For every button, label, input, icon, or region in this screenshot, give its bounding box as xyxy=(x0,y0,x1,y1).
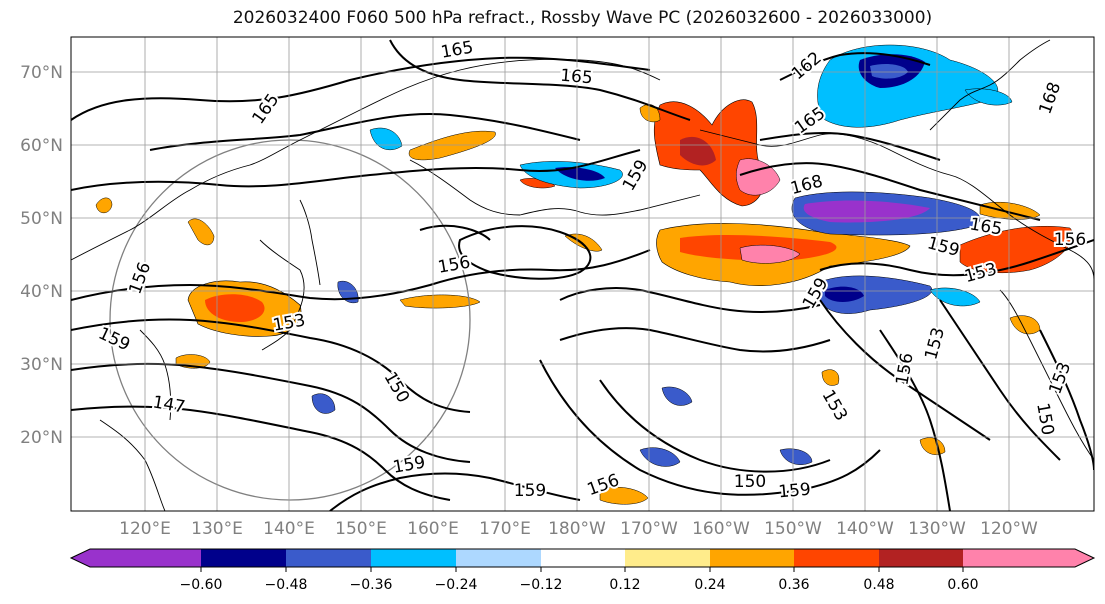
colorbar-extend-max xyxy=(963,549,1094,567)
map-panel: 1651651651651651651621621681681651651591… xyxy=(71,37,1094,511)
contour-label-halo: 159 xyxy=(778,480,812,503)
anomaly-fills xyxy=(95,44,1073,505)
latitude-label: 60°N xyxy=(20,136,63,156)
gridlines xyxy=(71,37,1094,511)
colorbar-tick-label: −0.60 xyxy=(180,577,223,593)
contour-label-halo: 165 xyxy=(559,66,593,89)
longitude-label: 130°E xyxy=(191,519,243,539)
longitude-label: 120°W xyxy=(980,519,1038,539)
latitude-label: 50°N xyxy=(20,209,63,229)
colorbar-segment xyxy=(794,549,879,567)
positive-anomaly-japan-core xyxy=(205,294,265,322)
latitude-label: 40°N xyxy=(20,282,63,302)
colorbar-segment xyxy=(541,549,625,567)
colorbar-tick-label: −0.24 xyxy=(435,577,478,593)
contour-label-halo: 165 xyxy=(439,37,474,62)
contour-label-halo: 156 xyxy=(436,252,471,277)
longitude-label: 130°W xyxy=(908,519,966,539)
colorbar-segment xyxy=(456,549,541,567)
contour-label: 159 xyxy=(514,481,546,501)
latitude-labels: 70°N 60°N 50°N 40°N 30°N 20°N xyxy=(20,63,63,448)
latitude-label: 30°N xyxy=(20,355,63,375)
longitude-label: 150°E xyxy=(335,519,387,539)
longitude-label: 140°W xyxy=(836,519,894,539)
contour-lines xyxy=(71,39,1094,511)
longitude-label: 170°W xyxy=(620,519,678,539)
contour-label: 156 xyxy=(1054,230,1086,250)
colorbar: −0.60 −0.48 −0.36 −0.24 −0.12 0.12 0.24 0.36 0.4… xyxy=(69,548,1096,593)
colorbar-segment xyxy=(286,549,371,567)
contour-label: 150 xyxy=(734,472,766,492)
longitude-label: 150°W xyxy=(764,519,822,539)
colorbar-tick-label: 0.60 xyxy=(947,577,978,593)
colorbar-segment xyxy=(371,549,456,567)
colorbar-outline xyxy=(69,548,1096,568)
contour-label: 165 xyxy=(559,66,593,89)
longitude-labels: 120°E 130°E 140°E 150°E 160°E 170°E 180°W 170°W… xyxy=(119,519,1038,539)
map-frame xyxy=(70,36,1095,512)
contour-label-halo: 150 xyxy=(734,472,766,492)
longitude-label: 160°E xyxy=(407,519,459,539)
longitude-label: 160°W xyxy=(692,519,750,539)
colorbar-tick-label: 0.36 xyxy=(778,577,809,593)
figure-title: 2026032400 F060 500 hPa refract., Rossby… xyxy=(232,8,933,28)
colorbar-segment xyxy=(710,549,794,567)
colorbar-tick-label: 0.12 xyxy=(609,577,640,593)
region-circle xyxy=(109,139,471,501)
longitude-label: 180°W xyxy=(548,519,606,539)
colorbar-tick-label: 0.48 xyxy=(863,577,894,593)
colorbar-segment xyxy=(879,549,963,567)
latitude-label: 20°N xyxy=(20,428,63,448)
longitude-label: 170°E xyxy=(479,519,531,539)
colorbar-tick-label: −0.36 xyxy=(350,577,393,593)
longitude-label: 140°E xyxy=(263,519,315,539)
colorbar-tick-label: 0.24 xyxy=(694,577,725,593)
colorbar-segment-min xyxy=(71,549,201,567)
colorbar-tick-label: −0.12 xyxy=(520,577,563,593)
contour-label-halo: 159 xyxy=(514,481,546,501)
contour-label-halo: 156 xyxy=(1054,230,1086,250)
colorbar-segment xyxy=(625,549,710,567)
colorbar-segment xyxy=(201,549,286,567)
longitude-label: 120°E xyxy=(119,519,171,539)
contour-label: 159 xyxy=(778,480,812,503)
latitude-label: 70°N xyxy=(20,63,63,83)
colorbar-tick-label: −0.48 xyxy=(265,577,308,593)
